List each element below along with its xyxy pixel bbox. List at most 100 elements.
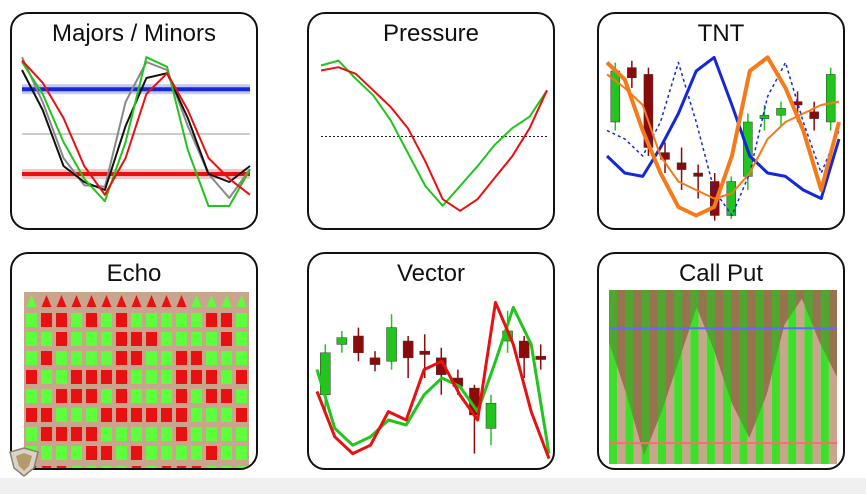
- echo-cell: [41, 370, 52, 384]
- echo-cell: [221, 446, 232, 460]
- echo-cell: [101, 370, 112, 384]
- series-line: [21, 56, 251, 199]
- echo-cell: [161, 446, 172, 460]
- echo-cell: [176, 446, 187, 460]
- series-line: [21, 56, 251, 207]
- echo-cell: [236, 389, 247, 403]
- panel-title: Pressure: [382, 20, 480, 47]
- echo-marker-down: [56, 466, 67, 468]
- call-overlay: [723, 290, 732, 464]
- echo-marker-down: [101, 466, 112, 468]
- echo-cell: [221, 332, 232, 346]
- echo-cell: [101, 408, 112, 422]
- echo-cell: [191, 389, 202, 403]
- echo-cell: [146, 446, 157, 460]
- echo-cell: [86, 427, 97, 441]
- echo-cell: [221, 408, 232, 422]
- panel-title: Echo: [106, 260, 162, 287]
- echo-cell: [56, 313, 67, 327]
- call-put-chart: [609, 290, 837, 464]
- echo-cell: [131, 351, 142, 365]
- echo-cell: [116, 332, 127, 346]
- echo-marker-up: [101, 295, 112, 307]
- echo-cell: [191, 313, 202, 327]
- put-bar: [714, 290, 723, 464]
- call-overlay: [674, 290, 683, 464]
- echo-cell: [26, 370, 37, 384]
- echo-cell: [86, 370, 97, 384]
- echo-cell: [131, 313, 142, 327]
- echo-cell: [206, 427, 217, 441]
- panel-title: Vector: [396, 260, 466, 287]
- echo-cell: [26, 351, 37, 365]
- echo-cell: [101, 427, 112, 441]
- echo-marker-up: [146, 295, 157, 307]
- majors-minors-chart: [21, 56, 251, 207]
- echo-cell: [191, 427, 202, 441]
- echo-cell: [146, 332, 157, 346]
- echo-cell: [56, 332, 67, 346]
- echo-cell: [191, 446, 202, 460]
- candle-body: [369, 357, 381, 365]
- echo-cell: [41, 351, 52, 365]
- echo-marker-up: [116, 295, 127, 307]
- put-bar: [780, 290, 789, 464]
- echo-cell: [131, 427, 142, 441]
- call-overlay: [641, 290, 650, 464]
- echo-cell: [161, 351, 172, 365]
- echo-marker-up: [71, 295, 82, 307]
- echo-cell: [41, 427, 52, 441]
- panel-title: TNT: [697, 20, 745, 47]
- echo-marker-down: [191, 466, 202, 468]
- echo-cell: [71, 351, 82, 365]
- echo-marker-up: [41, 295, 52, 307]
- candle-body: [336, 337, 348, 345]
- put-bar: [698, 290, 707, 464]
- echo-cell: [206, 332, 217, 346]
- series-line: [315, 305, 551, 454]
- echo-marker-down: [206, 466, 217, 468]
- echo-cell: [56, 446, 67, 460]
- pressure-chart: [320, 59, 548, 212]
- echo-cell: [236, 427, 247, 441]
- put-bar: [812, 290, 821, 464]
- candle-body: [419, 350, 430, 355]
- candle-body: [776, 108, 786, 116]
- series-line: [21, 59, 251, 196]
- panel-title: Majors / Minors: [51, 20, 217, 47]
- series-line: [605, 55, 841, 218]
- echo-cell: [86, 351, 97, 365]
- echo-cell: [131, 446, 142, 460]
- echo-cell: [131, 370, 142, 384]
- call-overlay: [739, 290, 748, 464]
- echo-cell: [56, 351, 67, 365]
- echo-chart: [24, 292, 249, 468]
- series-line: [320, 59, 548, 207]
- echo-marker-down: [161, 466, 172, 468]
- candle-body: [402, 340, 414, 359]
- echo-cell: [101, 313, 112, 327]
- echo-cell: [176, 408, 187, 422]
- echo-cell: [146, 351, 157, 365]
- echo-cell: [86, 332, 97, 346]
- echo-cell: [236, 332, 247, 346]
- echo-cell: [101, 446, 112, 460]
- tnt-panel: TNT: [597, 12, 845, 230]
- echo-marker-up: [56, 295, 67, 307]
- footer-bar: [0, 478, 866, 494]
- echo-cell: [86, 389, 97, 403]
- put-bar: [682, 290, 691, 464]
- echo-cell: [26, 389, 37, 403]
- echo-cell: [191, 408, 202, 422]
- echo-cell: [101, 332, 112, 346]
- echo-marker-up: [191, 295, 202, 307]
- echo-cell: [26, 427, 37, 441]
- echo-marker-up: [221, 295, 232, 307]
- echo-cell: [56, 370, 67, 384]
- echo-cell: [176, 427, 187, 441]
- echo-cell: [86, 446, 97, 460]
- call-overlay: [755, 290, 764, 464]
- echo-cell: [206, 351, 217, 365]
- echo-cell: [191, 351, 202, 365]
- pressure-panel: Pressure: [307, 12, 555, 230]
